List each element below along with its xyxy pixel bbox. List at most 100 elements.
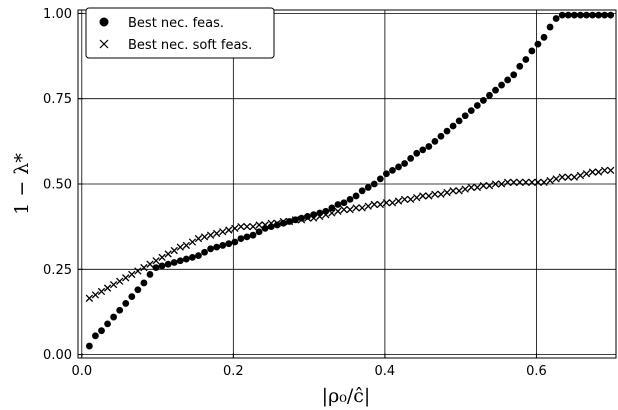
data-point-circle bbox=[358, 187, 366, 195]
data-point-circle bbox=[601, 11, 609, 19]
x-tick-label: 0.4 bbox=[375, 364, 396, 379]
y-tick-label: 0.75 bbox=[43, 92, 72, 107]
data-point-x bbox=[85, 294, 94, 302]
data-point-x bbox=[188, 238, 197, 246]
data-point-x bbox=[406, 195, 415, 204]
data-point-circle bbox=[564, 11, 572, 19]
data-point-x bbox=[152, 257, 160, 265]
data-point-x bbox=[249, 222, 257, 231]
data-point-circle bbox=[504, 76, 512, 84]
data-point-x bbox=[600, 166, 609, 175]
x-tick-label: 0.6 bbox=[526, 364, 547, 379]
data-point-x bbox=[328, 209, 336, 217]
data-point-circle bbox=[164, 260, 172, 268]
data-point-x bbox=[516, 178, 524, 186]
data-point-circle bbox=[389, 166, 396, 174]
data-point-circle bbox=[492, 86, 499, 94]
data-point-circle bbox=[298, 214, 305, 222]
data-point-x bbox=[176, 243, 184, 251]
data-point-x bbox=[461, 185, 469, 193]
data-point-x bbox=[431, 190, 439, 198]
data-point-circle bbox=[152, 264, 160, 271]
data-point-circle bbox=[219, 242, 227, 249]
data-point-x bbox=[540, 178, 548, 186]
data-point-x bbox=[334, 207, 342, 215]
data-point-circle bbox=[401, 160, 408, 167]
data-point-circle bbox=[243, 233, 251, 241]
data-point-circle bbox=[516, 62, 524, 70]
data-point-circle bbox=[558, 11, 566, 19]
data-point-x bbox=[443, 188, 451, 197]
series-2 bbox=[85, 166, 615, 302]
data-point-x bbox=[255, 221, 263, 229]
data-point-circle bbox=[425, 143, 433, 150]
data-point-x bbox=[297, 216, 306, 224]
data-point-x bbox=[546, 176, 554, 185]
data-point-circle bbox=[116, 306, 124, 314]
data-point-x bbox=[594, 168, 603, 176]
data-point-x bbox=[388, 199, 397, 207]
data-point-circle bbox=[589, 11, 596, 19]
data-point-x bbox=[400, 195, 409, 204]
legend-marker-circle bbox=[99, 17, 109, 27]
legend-label-series-2: Best nec. soft feas. bbox=[128, 38, 252, 53]
data-point-x bbox=[491, 180, 500, 188]
data-point-circle bbox=[92, 332, 99, 340]
data-point-x bbox=[588, 168, 597, 176]
data-point-x bbox=[164, 250, 172, 258]
data-point-x bbox=[510, 178, 518, 186]
data-point-x bbox=[449, 187, 457, 195]
data-point-x bbox=[503, 178, 512, 186]
legend: Best nec. feas. Best nec. soft feas. bbox=[85, 7, 275, 59]
data-point-circle bbox=[255, 228, 263, 236]
x-axis-label: |ρ₀/ĉ| bbox=[322, 385, 371, 407]
data-point-x bbox=[322, 211, 330, 219]
data-point-circle bbox=[316, 209, 324, 217]
data-point-circle bbox=[570, 11, 578, 19]
data-point-x bbox=[134, 267, 142, 275]
data-point-x bbox=[267, 219, 275, 227]
data-point-circle bbox=[328, 204, 336, 212]
data-point-circle bbox=[170, 259, 178, 266]
data-point-x bbox=[352, 204, 360, 212]
data-point-circle bbox=[98, 327, 105, 335]
data-point-x bbox=[213, 229, 221, 238]
data-point-circle bbox=[110, 313, 118, 321]
data-point-circle bbox=[595, 11, 602, 19]
data-point-circle bbox=[510, 71, 518, 79]
data-point-circle bbox=[383, 170, 390, 178]
data-point-circle bbox=[370, 180, 378, 188]
data-point-circle bbox=[431, 137, 439, 145]
data-point-x bbox=[225, 226, 233, 234]
data-point-x bbox=[309, 214, 318, 222]
y-tick-label: 0.25 bbox=[43, 263, 72, 278]
data-point-x bbox=[382, 199, 391, 207]
data-point-x bbox=[570, 173, 578, 181]
data-point-x bbox=[200, 233, 209, 241]
data-point-x bbox=[340, 205, 348, 214]
data-point-x bbox=[170, 246, 178, 255]
x-tick-label: 0.0 bbox=[71, 364, 92, 379]
data-point-x bbox=[109, 280, 118, 289]
data-point-circle bbox=[128, 293, 136, 300]
data-point-x bbox=[455, 187, 463, 195]
data-point-circle bbox=[213, 243, 221, 251]
data-point-circle bbox=[522, 56, 530, 63]
data-point-x bbox=[103, 284, 112, 292]
data-point-circle bbox=[455, 117, 463, 125]
data-point-circle bbox=[195, 252, 202, 260]
data-point-circle bbox=[473, 102, 481, 109]
data-point-circle bbox=[122, 300, 130, 307]
data-point-circle bbox=[528, 47, 536, 55]
data-point-x bbox=[140, 263, 148, 272]
data-point-x bbox=[558, 173, 566, 181]
data-point-x bbox=[467, 183, 475, 192]
data-point-circle bbox=[413, 149, 421, 157]
series-layer bbox=[85, 11, 615, 350]
data-point-x bbox=[552, 175, 560, 183]
data-point-circle bbox=[534, 40, 542, 48]
data-point-circle bbox=[552, 15, 560, 22]
data-point-x bbox=[285, 217, 294, 226]
